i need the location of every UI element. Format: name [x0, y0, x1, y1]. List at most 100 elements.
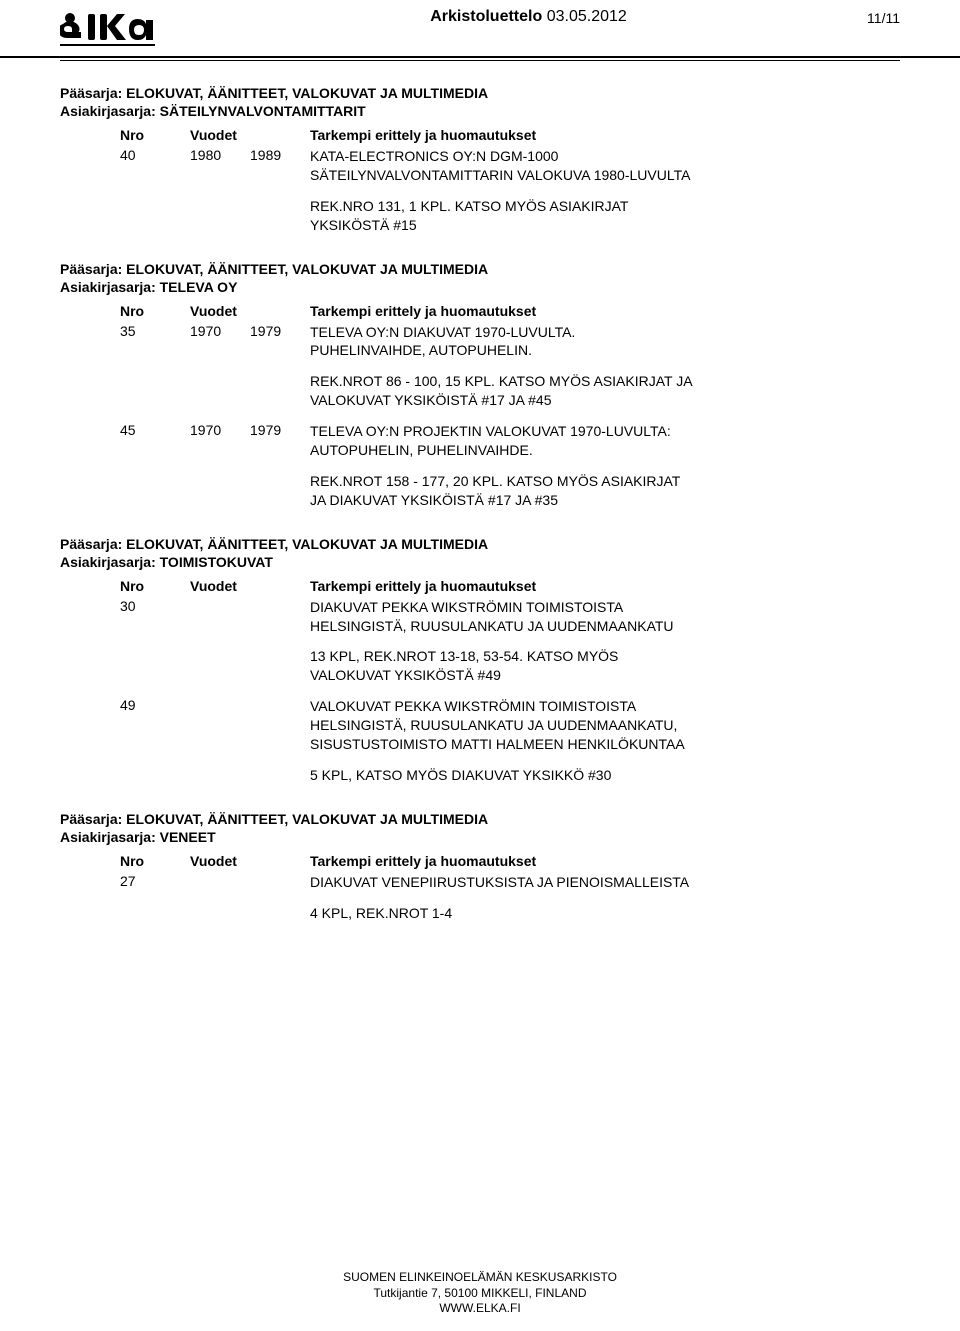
- footer-line-1: SUOMEN ELINKEINOELÄMÄN KESKUSARKISTO: [0, 1270, 960, 1286]
- desc-line: SÄTEILYNVALVONTAMITTARIN VALOKUVA 1980-L…: [310, 166, 900, 185]
- col-header-desc: Tarkempi erittely ja huomautukset: [310, 127, 900, 143]
- cell-nro: 35: [120, 323, 190, 339]
- cell-year-start: 1970: [190, 323, 250, 339]
- logo: [60, 8, 190, 50]
- asiakirjasarja-line: Asiakirjasarja: SÄTEILYNVALVONTAMITTARIT: [60, 103, 900, 119]
- col-header-vuodet: Vuodet: [190, 853, 250, 869]
- paasarja-label: Pääsarja:: [60, 85, 122, 101]
- desc-block: TELEVA OY:N DIAKUVAT 1970-LUVULTA.PUHELI…: [310, 323, 900, 361]
- desc-block: REK.NROT 158 - 177, 20 KPL. KATSO MYÖS A…: [310, 472, 900, 510]
- doc-title-bold: Arkistoluettelo: [430, 8, 542, 25]
- paasarja-value: ELOKUVAT, ÄÄNITTEET, VALOKUVAT JA MULTIM…: [126, 536, 488, 552]
- col-header-vuodet: Vuodet: [190, 303, 250, 319]
- col-header-nro: Nro: [120, 578, 190, 594]
- asiakirjasarja-line: Asiakirjasarja: VENEET: [60, 829, 900, 845]
- desc-line: DIAKUVAT PEKKA WIKSTRÖMIN TOIMISTOISTA: [310, 598, 900, 617]
- paasarja-line: Pääsarja: ELOKUVAT, ÄÄNITTEET, VALOKUVAT…: [60, 811, 900, 827]
- desc-line: REK.NROT 86 - 100, 15 KPL. KATSO MYÖS AS…: [310, 372, 900, 391]
- asiakirjasarja-line: Asiakirjasarja: TOIMISTOKUVAT: [60, 554, 900, 570]
- asiakirjasarja-value: TELEVA OY: [160, 279, 238, 295]
- asiakirjasarja-line: Asiakirjasarja: TELEVA OY: [60, 279, 900, 295]
- cell-nro: 30: [120, 598, 190, 614]
- asiakirjasarja-label: Asiakirjasarja:: [60, 279, 156, 295]
- desc-line: REK.NROT 158 - 177, 20 KPL. KATSO MYÖS A…: [310, 472, 900, 491]
- entries-table: NroVuodetTarkempi erittely ja huomautuks…: [120, 853, 900, 935]
- section: Pääsarja: ELOKUVAT, ÄÄNITTEET, VALOKUVAT…: [60, 85, 900, 247]
- desc-block: 5 KPL, KATSO MYÖS DIAKUVAT YKSIKKÖ #30: [310, 766, 900, 785]
- desc-line: REK.NRO 131, 1 KPL. KATSO MYÖS ASIAKIRJA…: [310, 197, 900, 216]
- desc-line: HELSINGISTÄ, RUUSULANKATU JA UUDENMAANKA…: [310, 617, 900, 636]
- desc-block: 13 KPL, REK.NROT 13-18, 53-54. KATSO MYÖ…: [310, 647, 900, 685]
- table-header: NroVuodetTarkempi erittely ja huomautuks…: [120, 853, 900, 869]
- cell-nro: 27: [120, 873, 190, 889]
- page-footer: SUOMEN ELINKEINOELÄMÄN KESKUSARKISTO Tut…: [0, 1270, 960, 1317]
- entries-table: NroVuodetTarkempi erittely ja huomautuks…: [120, 578, 900, 797]
- table-header: NroVuodet Tarkempi erittely ja huomautuks…: [120, 303, 900, 319]
- paasarja-line: Pääsarja: ELOKUVAT, ÄÄNITTEET, VALOKUVAT…: [60, 536, 900, 552]
- table-row: 4519701979TELEVA OY:N PROJEKTIN VALOKUVA…: [120, 422, 900, 522]
- desc-line: VALOKUVAT YKSIKÖISTÄ #17 JA #45: [310, 391, 900, 410]
- cell-desc: KATA-ELECTRONICS OY:N DGM-1000SÄTEILYNVA…: [310, 147, 900, 247]
- desc-line: HELSINGISTÄ, RUUSULANKATU JA UUDENMAANKA…: [310, 716, 900, 735]
- asiakirjasarja-label: Asiakirjasarja:: [60, 554, 156, 570]
- desc-line: DIAKUVAT VENEPIIRUSTUKSISTA JA PIENOISMA…: [310, 873, 900, 892]
- desc-line: PUHELINVAIHDE, AUTOPUHELIN.: [310, 341, 900, 360]
- page-header: Arkistoluettelo 03.05.2012 11/11: [0, 0, 960, 58]
- table-row: 49 VALOKUVAT PEKKA WIKSTRÖMIN TOIMISTOIST…: [120, 697, 900, 797]
- desc-line: SISUSTUSTOIMISTO MATTI HALMEEN HENKILÖKU…: [310, 735, 900, 754]
- paasarja-label: Pääsarja:: [60, 261, 122, 277]
- desc-line: 5 KPL, KATSO MYÖS DIAKUVAT YKSIKKÖ #30: [310, 766, 900, 785]
- footer-line-2: Tutkijantie 7, 50100 MIKKELI, FINLAND: [0, 1286, 960, 1302]
- col-header-nro: Nro: [120, 303, 190, 319]
- cell-nro: 40: [120, 147, 190, 163]
- desc-block: REK.NRO 131, 1 KPL. KATSO MYÖS ASIAKIRJA…: [310, 197, 900, 235]
- cell-desc: TELEVA OY:N DIAKUVAT 1970-LUVULTA.PUHELI…: [310, 323, 900, 423]
- col-header-spacer: [250, 578, 310, 594]
- table-row-inner: 27 DIAKUVAT VENEPIIRUSTUKSISTA JA PIENOIS…: [120, 873, 900, 935]
- cell-desc: VALOKUVAT PEKKA WIKSTRÖMIN TOIMISTOISTAH…: [310, 697, 900, 797]
- desc-line: TELEVA OY:N DIAKUVAT 1970-LUVULTA.: [310, 323, 900, 342]
- content: Pääsarja: ELOKUVAT, ÄÄNITTEET, VALOKUVAT…: [0, 61, 960, 935]
- table-row-inner: 4519701979TELEVA OY:N PROJEKTIN VALOKUVA…: [120, 422, 900, 522]
- desc-block: REK.NROT 86 - 100, 15 KPL. KATSO MYÖS AS…: [310, 372, 900, 410]
- section: Pääsarja: ELOKUVAT, ÄÄNITTEET, VALOKUVAT…: [60, 811, 900, 935]
- doc-title: Arkistoluettelo 03.05.2012: [430, 8, 627, 25]
- desc-line: AUTOPUHELIN, PUHELINVAIHDE.: [310, 441, 900, 460]
- paasarja-value: ELOKUVAT, ÄÄNITTEET, VALOKUVAT JA MULTIM…: [126, 85, 488, 101]
- cell-desc: TELEVA OY:N PROJEKTIN VALOKUVAT 1970-LUV…: [310, 422, 900, 522]
- doc-title-date: 03.05.2012: [547, 8, 627, 25]
- table-row-inner: 30 DIAKUVAT PEKKA WIKSTRÖMIN TOIMISTOISTA…: [120, 598, 900, 698]
- page-number: 11/11: [867, 8, 900, 26]
- table-header: NroVuodetTarkempi erittely ja huomautuks…: [120, 578, 900, 594]
- table-row: 27 DIAKUVAT VENEPIIRUSTUKSISTA JA PIENOIS…: [120, 873, 900, 935]
- col-header-spacer: [250, 303, 310, 319]
- desc-line: KATA-ELECTRONICS OY:N DGM-1000: [310, 147, 900, 166]
- desc-line: TELEVA OY:N PROJEKTIN VALOKUVAT 1970-LUV…: [310, 422, 900, 441]
- doc-title-wrap: Arkistoluettelo 03.05.2012: [190, 8, 867, 26]
- desc-block: DIAKUVAT VENEPIIRUSTUKSISTA JA PIENOISMA…: [310, 873, 900, 892]
- section: Pääsarja: ELOKUVAT, ÄÄNITTEET, VALOKUVAT…: [60, 261, 900, 522]
- col-header-desc: Tarkempi erittely ja huomautukset: [310, 303, 900, 319]
- cell-nro: 49: [120, 697, 190, 713]
- entries-table: NroVuodetTarkempi erittely ja huomautuks…: [120, 127, 900, 247]
- cell-desc: DIAKUVAT PEKKA WIKSTRÖMIN TOIMISTOISTAHE…: [310, 598, 900, 698]
- cell-year-start: 1970: [190, 422, 250, 438]
- asiakirjasarja-label: Asiakirjasarja:: [60, 829, 156, 845]
- col-header-nro: Nro: [120, 127, 190, 143]
- section: Pääsarja: ELOKUVAT, ÄÄNITTEET, VALOKUVAT…: [60, 536, 900, 797]
- asiakirjasarja-value: SÄTEILYNVALVONTAMITTARIT: [160, 103, 366, 119]
- paasarja-line: Pääsarja: ELOKUVAT, ÄÄNITTEET, VALOKUVAT…: [60, 85, 900, 101]
- asiakirjasarja-label: Asiakirjasarja:: [60, 103, 156, 119]
- desc-line: YKSIKÖSTÄ #15: [310, 216, 900, 235]
- cell-year-end: 1979: [250, 323, 310, 339]
- cell-desc: DIAKUVAT VENEPIIRUSTUKSISTA JA PIENOISMA…: [310, 873, 900, 935]
- entries-table: NroVuodet Tarkempi erittely ja huomautuks…: [120, 303, 900, 522]
- desc-block: DIAKUVAT PEKKA WIKSTRÖMIN TOIMISTOISTAHE…: [310, 598, 900, 636]
- paasarja-line: Pääsarja: ELOKUVAT, ÄÄNITTEET, VALOKUVAT…: [60, 261, 900, 277]
- asiakirjasarja-value: TOIMISTOKUVAT: [160, 554, 273, 570]
- cell-year-end: 1989: [250, 147, 310, 163]
- col-header-nro: Nro: [120, 853, 190, 869]
- col-header-vuodet: Vuodet: [190, 578, 250, 594]
- paasarja-label: Pääsarja:: [60, 536, 122, 552]
- desc-block: VALOKUVAT PEKKA WIKSTRÖMIN TOIMISTOISTAH…: [310, 697, 900, 754]
